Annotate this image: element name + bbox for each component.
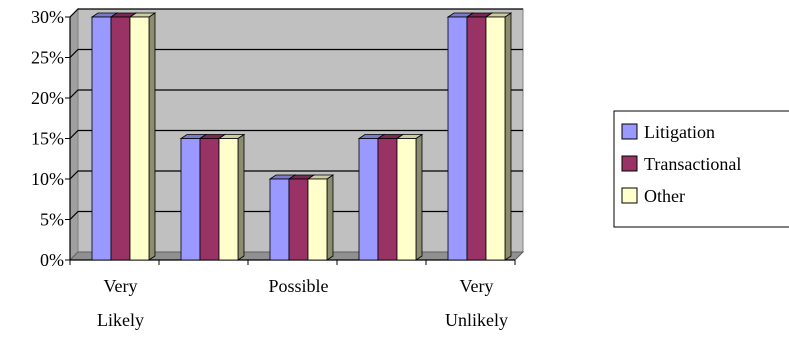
bar-front — [180, 138, 201, 261]
bar-front — [269, 178, 290, 261]
y-tick-label: 0% — [40, 250, 64, 270]
bar-side — [326, 174, 334, 261]
y-tick-label: 15% — [31, 129, 64, 149]
x-category-label: Very — [104, 276, 138, 296]
y-tick-label: 30% — [31, 7, 64, 27]
bar-front — [358, 138, 379, 261]
bar — [395, 133, 424, 261]
legend-box — [613, 110, 789, 228]
x-category-label: Very — [460, 276, 494, 296]
gridline — [69, 129, 523, 139]
bar-front — [110, 16, 131, 261]
gridline — [69, 89, 523, 99]
bar — [128, 12, 157, 261]
y-tick-label: 10% — [31, 169, 64, 189]
legend-label: Other — [644, 186, 685, 206]
bar-front — [447, 16, 468, 261]
bar-side — [148, 12, 156, 261]
bar-front — [377, 138, 398, 261]
bar — [484, 12, 513, 261]
bar-front — [396, 138, 417, 261]
bar-side — [237, 133, 245, 261]
y-tick-label: 25% — [31, 48, 64, 68]
y-tick-label: 5% — [40, 210, 64, 230]
bar — [306, 174, 335, 261]
legend: Litigation Transactional Other — [613, 110, 789, 228]
bar-front — [485, 16, 506, 261]
gridline — [69, 48, 523, 58]
legend-swatch — [621, 187, 638, 204]
bar-front — [466, 16, 487, 261]
bar — [217, 133, 246, 261]
bar-side — [415, 133, 423, 261]
bar-front — [199, 138, 220, 261]
y-tick-labels: 0% 5% 10% 15% 20% 25% 30% — [31, 7, 64, 270]
gridline — [69, 8, 523, 18]
bar-front — [307, 178, 328, 261]
bar-front — [218, 138, 239, 261]
bar-front — [288, 178, 309, 261]
legend-swatch — [621, 155, 638, 172]
bar-front — [91, 16, 112, 261]
x-category-label: Possible — [268, 276, 328, 296]
bar-side — [504, 12, 512, 261]
bar-front — [129, 16, 150, 261]
legend-label: Litigation — [644, 122, 715, 142]
x-category-label: Likely — [97, 310, 144, 330]
legend-label: Transactional — [644, 154, 741, 174]
x-category-labels: Very Likely Possible Very Unlikely — [97, 276, 508, 330]
bars — [90, 12, 513, 261]
x-category-label: Unlikely — [445, 310, 508, 330]
y-tick-label: 20% — [31, 88, 64, 108]
legend-swatch — [621, 123, 638, 140]
